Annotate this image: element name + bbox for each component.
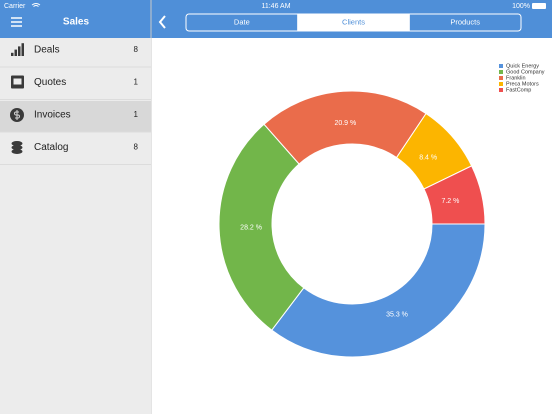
legend-label: Quick Energy [506, 63, 539, 69]
segment[interactable]: Products [408, 14, 480, 31]
icon-part [11, 141, 23, 146]
carrier: Carrier [4, 3, 26, 10]
icon-part [13, 78, 22, 85]
item-label: Invoices [34, 110, 71, 121]
sidebar-item[interactable]: Catalog 8 [0, 141, 151, 165]
icon-part [21, 43, 24, 56]
icon-part [18, 46, 21, 56]
slice-label: 20.9 % [334, 120, 356, 127]
legend-label: Franklin [506, 75, 526, 81]
item-label: Catalog [34, 142, 68, 153]
slice-label: 8.4 % [419, 155, 437, 162]
segment-selected [297, 14, 410, 31]
sidebar-item[interactable]: Invoices 1 [0, 101, 151, 133]
item-count: 8 [134, 45, 139, 54]
legend-swatch [499, 76, 503, 80]
item-count: 8 [134, 143, 139, 152]
selected-background [0, 101, 151, 132]
item-label: Quotes [34, 77, 66, 88]
item-count: 1 [134, 110, 139, 119]
battery-percent: 100% [512, 3, 530, 10]
pie-slice [271, 223, 486, 358]
time: 11:46 AM [261, 3, 290, 10]
icon-part [14, 110, 20, 120]
back-button[interactable] [158, 15, 166, 29]
legend-label: FastComp [506, 87, 531, 93]
sidebar-title: Sales [63, 17, 90, 28]
inner-ring [272, 144, 432, 304]
segment[interactable]: Clients [297, 14, 410, 31]
legend-label: Preca Motors [506, 81, 539, 87]
segment-label: Date [234, 17, 250, 26]
item-icon [11, 141, 23, 154]
top-bar [0, 0, 552, 38]
sidebar [0, 38, 151, 414]
icon-part [11, 149, 23, 154]
slice-label: 35.3 % [386, 311, 408, 318]
donut-hole [287, 159, 417, 289]
pie-slice [218, 123, 305, 331]
segment[interactable]: Date [234, 17, 250, 26]
sidebar-item[interactable]: Deals 8 [0, 43, 151, 68]
slice-label: 7.2 % [441, 198, 459, 205]
item-icon [11, 43, 24, 56]
item-icon [10, 108, 24, 122]
legend-swatch [499, 82, 503, 86]
segment-label: Products [450, 17, 480, 26]
wifi-icon [31, 3, 41, 7]
battery-icon [532, 3, 546, 9]
slice-label: 28.2 % [240, 225, 262, 232]
menu-button[interactable] [11, 17, 22, 27]
sidebar-item[interactable]: Quotes 1 [0, 75, 151, 100]
legend-label: Good Company [506, 69, 545, 75]
icon-part [11, 145, 23, 150]
item-icon [11, 75, 24, 89]
legend-swatch [499, 70, 503, 74]
item-count: 1 [134, 78, 139, 87]
icon-part [11, 52, 14, 56]
legend-swatch [499, 64, 503, 68]
segment-label: Clients [342, 17, 365, 26]
icon-part [14, 49, 17, 56]
pie-slice [423, 165, 486, 225]
legend-swatch [499, 88, 503, 92]
item-label: Deals [34, 45, 60, 56]
